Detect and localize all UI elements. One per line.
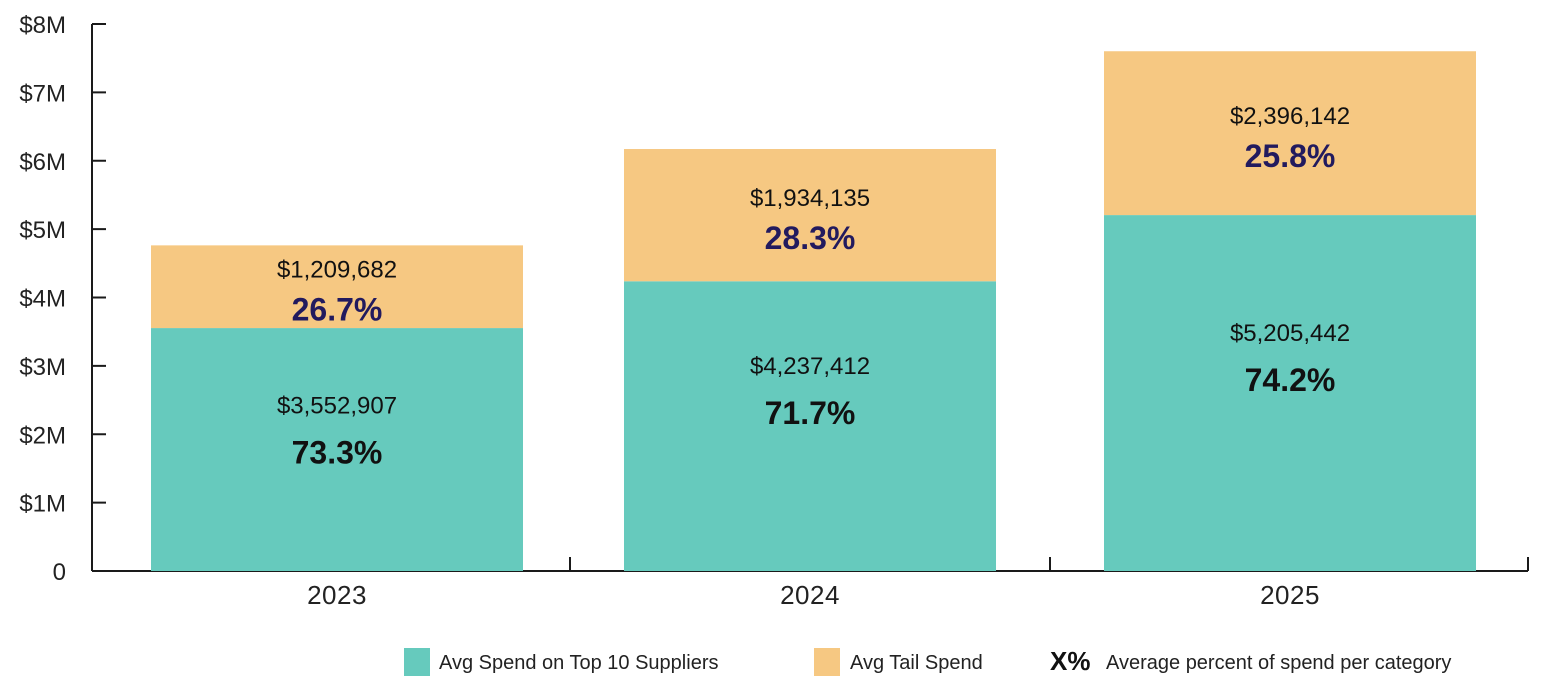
bar-labels: $3,552,907 73.3% $1,209,682 26.7% $4,237,412… [277,103,1350,470]
y-tick-label: $6M [19,149,66,176]
legend-percent-description: Average percent of spend per category [1106,652,1451,674]
value-label-tail-2025: $2,396,142 [1230,103,1350,130]
value-label-tail-2023: $1,209,682 [277,257,397,284]
bar-tail-2025 [1104,51,1476,216]
value-label-top10-2025: $5,205,442 [1230,320,1350,347]
y-tick-label: $7M [19,80,66,107]
y-ticks: 0 $1M $2M $3M $4M $5M $6M $7M $8M [19,12,106,586]
bars [151,51,1476,572]
y-tick-label: $8M [19,12,66,39]
y-tick-label: 0 [53,559,66,586]
bar-top10-2023 [151,328,523,571]
legend: Avg Spend on Top 10 Suppliers Avg Tail S… [404,646,1451,676]
legend-label-top10: Avg Spend on Top 10 Suppliers [439,652,718,674]
y-tick-label: $1M [19,491,66,518]
y-tick-label: $2M [19,422,66,449]
x-tick-label: 2024 [780,580,840,610]
value-label-top10-2023: $3,552,907 [277,393,397,420]
value-label-top10-2024: $4,237,412 [750,353,870,380]
bar-tail-2023 [151,245,523,329]
y-tick-label: $3M [19,354,66,381]
y-tick-label: $4M [19,286,66,313]
percent-label-top10-2024: 71.7% [765,395,856,431]
percent-label-tail-2024: 28.3% [765,220,856,256]
legend-swatch-top10 [404,648,430,676]
percent-label-tail-2023: 26.7% [292,292,383,328]
legend-swatch-tail [814,648,840,676]
bar-top10-2025 [1104,215,1476,572]
x-tick-label: 2025 [1260,580,1320,610]
x-tick-label: 2023 [307,580,367,610]
legend-label-tail: Avg Tail Spend [850,652,983,674]
bar-top10-2024 [624,281,996,571]
percent-label-tail-2025: 25.8% [1245,138,1336,174]
x-ticks: 2023 2024 2025 [307,557,1529,610]
legend-percent-marker: X% [1050,646,1090,676]
value-label-tail-2024: $1,934,135 [750,185,870,212]
y-tick-label: $5M [19,217,66,244]
percent-label-top10-2025: 74.2% [1245,362,1336,398]
bar-tail-2024 [624,149,996,282]
percent-label-top10-2023: 73.3% [292,435,383,471]
